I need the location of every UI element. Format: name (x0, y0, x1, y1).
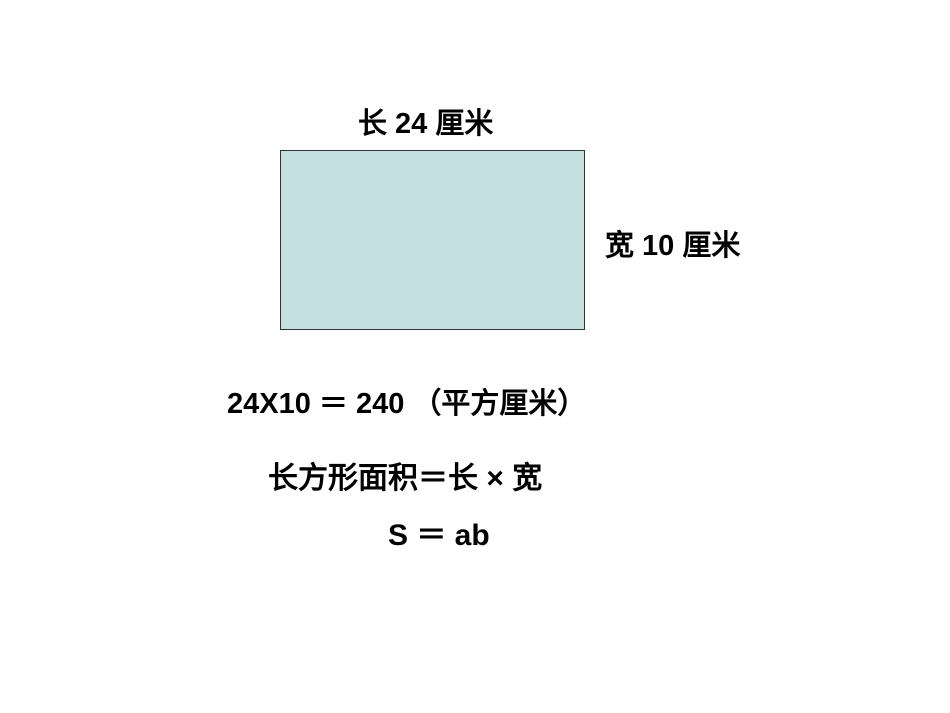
length-label: 长 24 厘米 (358, 100, 493, 142)
formula-symbols: S ＝ ab (388, 510, 490, 554)
formula-words: 长方形面积＝长 × 宽 (268, 453, 542, 497)
width-label: 宽 10 厘米 (605, 222, 740, 264)
calculation-text: 24X10 ＝ 240 （平方厘米） (227, 380, 586, 422)
rectangle-shape (280, 150, 585, 330)
